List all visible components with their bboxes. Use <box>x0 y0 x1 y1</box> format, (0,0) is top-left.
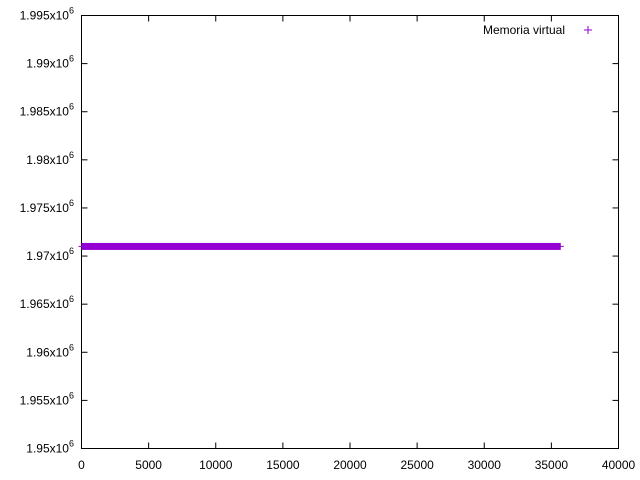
y-tick-label: 1.975x106 <box>20 198 74 215</box>
x-tick-label: 25000 <box>400 458 434 472</box>
legend: Memoria virtual <box>483 23 592 37</box>
x-tick-label: 35000 <box>535 458 569 472</box>
x-tick-label: 5000 <box>135 458 162 472</box>
y-tick-label: 1.98x106 <box>26 150 74 167</box>
y-tick-label: 1.955x106 <box>20 390 74 407</box>
x-tick-label: 0 <box>78 458 85 472</box>
y-tick-label: 1.995x106 <box>20 6 74 23</box>
data-series <box>78 242 564 250</box>
y-tick-label: 1.965x106 <box>20 294 74 311</box>
y-axis: 1.95x106 1.955x106 1.96x106 1.965x106 1.97x1… <box>20 6 619 456</box>
y-tick-label: 1.97x106 <box>26 246 74 263</box>
y-tick-label: 1.95x106 <box>26 439 74 456</box>
x-tick-label: 15000 <box>266 458 300 472</box>
y-tick-label: 1.985x106 <box>20 102 74 119</box>
y-tick-label: 1.96x106 <box>26 342 74 359</box>
x-axis: 0 5000 10000 15000 20000 25000 30000 35000 40000 <box>78 15 636 472</box>
x-tick-label: 30000 <box>468 458 502 472</box>
plot-frame <box>81 15 619 449</box>
y-tick-label: 1.99x106 <box>26 54 74 71</box>
x-tick-label: 40000 <box>602 458 636 472</box>
x-tick-label: 20000 <box>333 458 367 472</box>
x-tick-label: 10000 <box>199 458 233 472</box>
series-band <box>81 242 561 250</box>
legend-label: Memoria virtual <box>483 23 565 37</box>
